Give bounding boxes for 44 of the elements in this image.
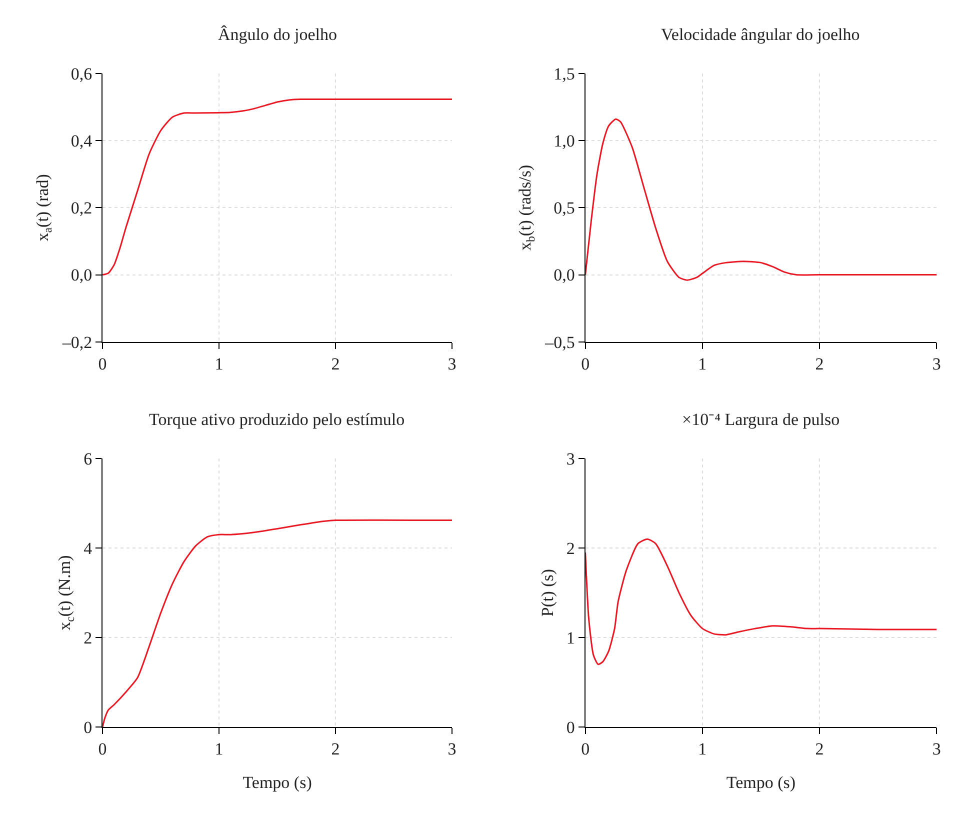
chart-title: Velocidade ângular do joelho	[661, 25, 860, 44]
line-series	[585, 538, 937, 666]
x-tick-label: 0	[98, 354, 107, 374]
y-tick-label: 0,6	[70, 64, 92, 84]
x-tick-label: 1	[214, 739, 224, 758]
x-axis-title: Tempo (s)	[726, 772, 796, 792]
x-axis-title: Tempo (s)	[242, 772, 312, 792]
y-tick-label: 1,0	[554, 132, 575, 151]
x-tick-label: 1	[698, 739, 707, 758]
x-tick-label: 3	[932, 354, 941, 374]
y-tick-label: 0	[84, 718, 92, 737]
chart-title: Ângulo do joelho	[218, 25, 337, 44]
x-tick-label: 1	[698, 354, 707, 374]
line-series	[102, 98, 452, 276]
y-axis-title: P(t) (s)	[538, 568, 557, 617]
y-tick-label: 3	[566, 450, 575, 469]
y-tick-label: 0,0	[70, 266, 92, 285]
y-tick-label: 1	[566, 628, 575, 648]
y-tick-label: 0,5	[554, 198, 575, 218]
y-tick-label: –0,2	[61, 332, 92, 352]
x-tick-label: 3	[932, 739, 941, 758]
y-tick-label: 6	[84, 450, 92, 469]
y-tick-label: 0,4	[70, 132, 93, 151]
chart-title: ×10⁻⁴ Largura de pulso	[682, 410, 840, 429]
x-tick-label: 0	[581, 739, 590, 758]
x-tick-label: 0	[581, 354, 590, 374]
y-tick-label: 2	[566, 538, 575, 558]
x-tick-label: 1	[214, 354, 224, 374]
y-tick-label: 0,2	[70, 198, 92, 218]
y-tick-label: 0,0	[554, 266, 575, 285]
x-tick-label: 2	[815, 739, 824, 758]
x-tick-label: 2	[815, 354, 824, 374]
line-series	[585, 118, 937, 281]
chart-title: Torque ativo produzido pelo estímulo	[149, 410, 405, 429]
y-tick-label: 1,5	[554, 64, 575, 84]
x-tick-label: 0	[98, 739, 107, 758]
x-tick-label: 3	[448, 354, 456, 374]
x-tick-label: 3	[448, 739, 456, 758]
x-tick-label: 2	[331, 739, 340, 758]
x-tick-label: 2	[331, 354, 340, 374]
y-tick-label: 0	[566, 718, 575, 737]
y-tick-label: –0,5	[544, 332, 575, 352]
y-tick-label: 2	[84, 628, 92, 648]
y-tick-label: 4	[84, 538, 93, 558]
